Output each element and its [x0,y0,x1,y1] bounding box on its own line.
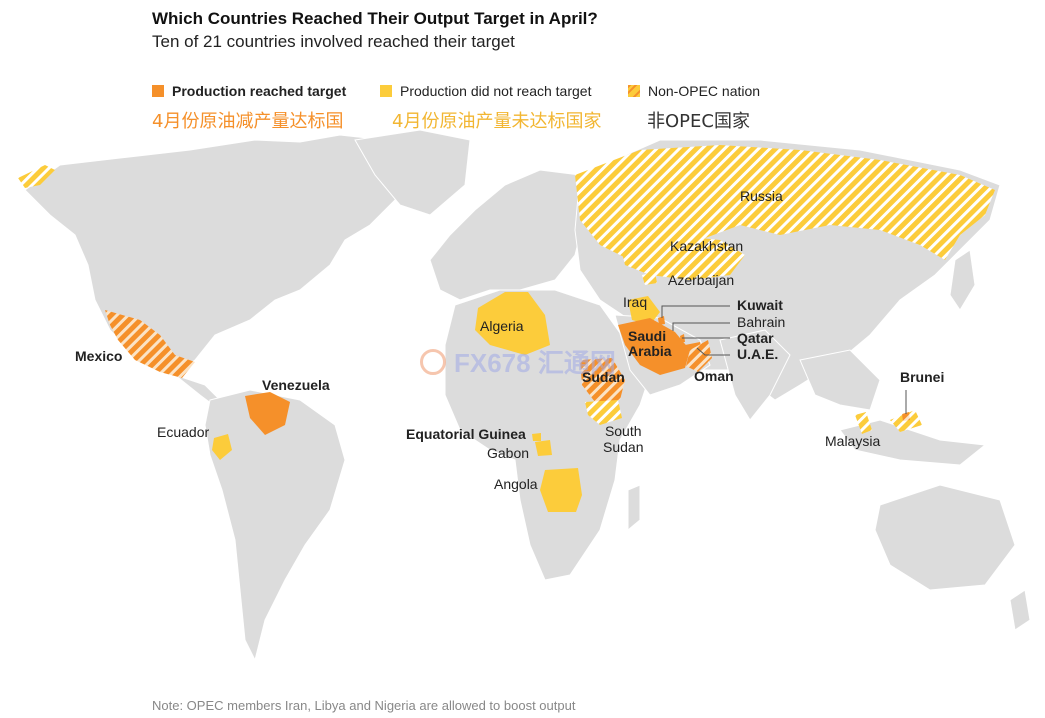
region-oman [686,340,712,372]
leader-kuwait [661,305,730,318]
label-sudan: Sudan [582,369,625,385]
region-south-sudan [585,400,622,425]
legend-not-reached: Production did not reach target [380,83,591,99]
legend-not-reached-label: Production did not reach target [400,83,592,99]
label-malaysia: Malaysia [825,433,881,449]
region-saudi-arabia [618,318,690,375]
legend-reached: Production reached target [152,83,346,99]
label-venezuela: Venezuela [262,377,330,393]
label-south-sudan: South Sudan [603,423,644,455]
land-australia [874,484,1016,591]
region-mexico [105,310,195,378]
legend-reached-label: Production reached target [172,83,347,99]
highlighted-countries [18,145,995,512]
region-alaska-fragment [18,165,55,188]
label-algeria: Algeria [480,318,524,334]
region-iraq [628,296,660,325]
land-indonesia [839,419,987,466]
label-oman: Oman [694,368,734,384]
label-iraq: Iraq [623,294,648,310]
region-azerbaijan [642,272,657,285]
land-madagascar [627,484,641,532]
watermark-text: FX678 汇通网 [454,348,616,378]
region-ecuador [212,434,232,460]
land-india [719,329,791,421]
label-russia: Russia [740,188,783,204]
region-algeria [475,292,550,355]
label-gabon: Gabon [487,445,530,461]
watermark: FX678 汇通网 [420,343,616,380]
label-saudi-arabia: Saudi Arabia [628,328,672,359]
label-equatorial-guinea: Equatorial Guinea [406,426,526,442]
leader-uae [696,347,730,356]
label-kuwait: Kuwait [737,297,783,313]
land-north-america [24,134,411,376]
land-greenland [354,129,471,216]
label-mexico: Mexico [75,348,123,364]
leader-bahrain [672,322,730,331]
watermark-logo-icon [420,348,446,375]
land-south-america [204,389,346,662]
chart-title: Which Countries Reached Their Output Tar… [152,9,598,28]
label-uae: U.A.E. [737,346,779,362]
region-sudan [580,358,625,402]
region-angola [540,468,582,512]
label-ecuador: Ecuador [157,424,210,440]
legend-non-opec-swatch [628,85,640,97]
region-brunei [902,412,910,421]
region-equatorial-guinea [532,433,541,441]
label-kazakhstan: Kazakhstan [670,238,744,254]
chart-subtitle: Ten of 21 countries involved reached the… [152,32,515,51]
label-azerbaijan: Azerbaijan [668,272,735,288]
gulf-leader-lines [661,305,907,414]
label-brunei: Brunei [900,369,945,385]
legend-not-reached-cn: 4月份原油产量未达标国家 [392,111,602,132]
legend-not-reached-swatch [380,85,392,97]
region-gabon [535,440,552,456]
land-japan [949,249,976,311]
label-qatar: Qatar [737,330,774,346]
legend-non-opec: Non-OPEC nation [628,83,760,99]
land-new-zealand [1009,589,1031,631]
region-kazakhstan [620,235,745,280]
region-kuwait [658,316,665,325]
legend-reached-swatch [152,85,164,97]
label-bahrain: Bahrain [737,314,786,330]
label-angola: Angola [494,476,538,492]
land-se-asia [799,349,881,411]
legend-non-opec-cn: 非OPEC国家 [647,111,750,132]
legend-reached-cn: 4月份原油减产量达标国 [152,111,344,132]
legend-non-opec-label: Non-OPEC nation [648,83,761,99]
footnote: Note: OPEC members Iran, Libya and Niger… [152,698,576,713]
region-venezuela [245,392,290,435]
